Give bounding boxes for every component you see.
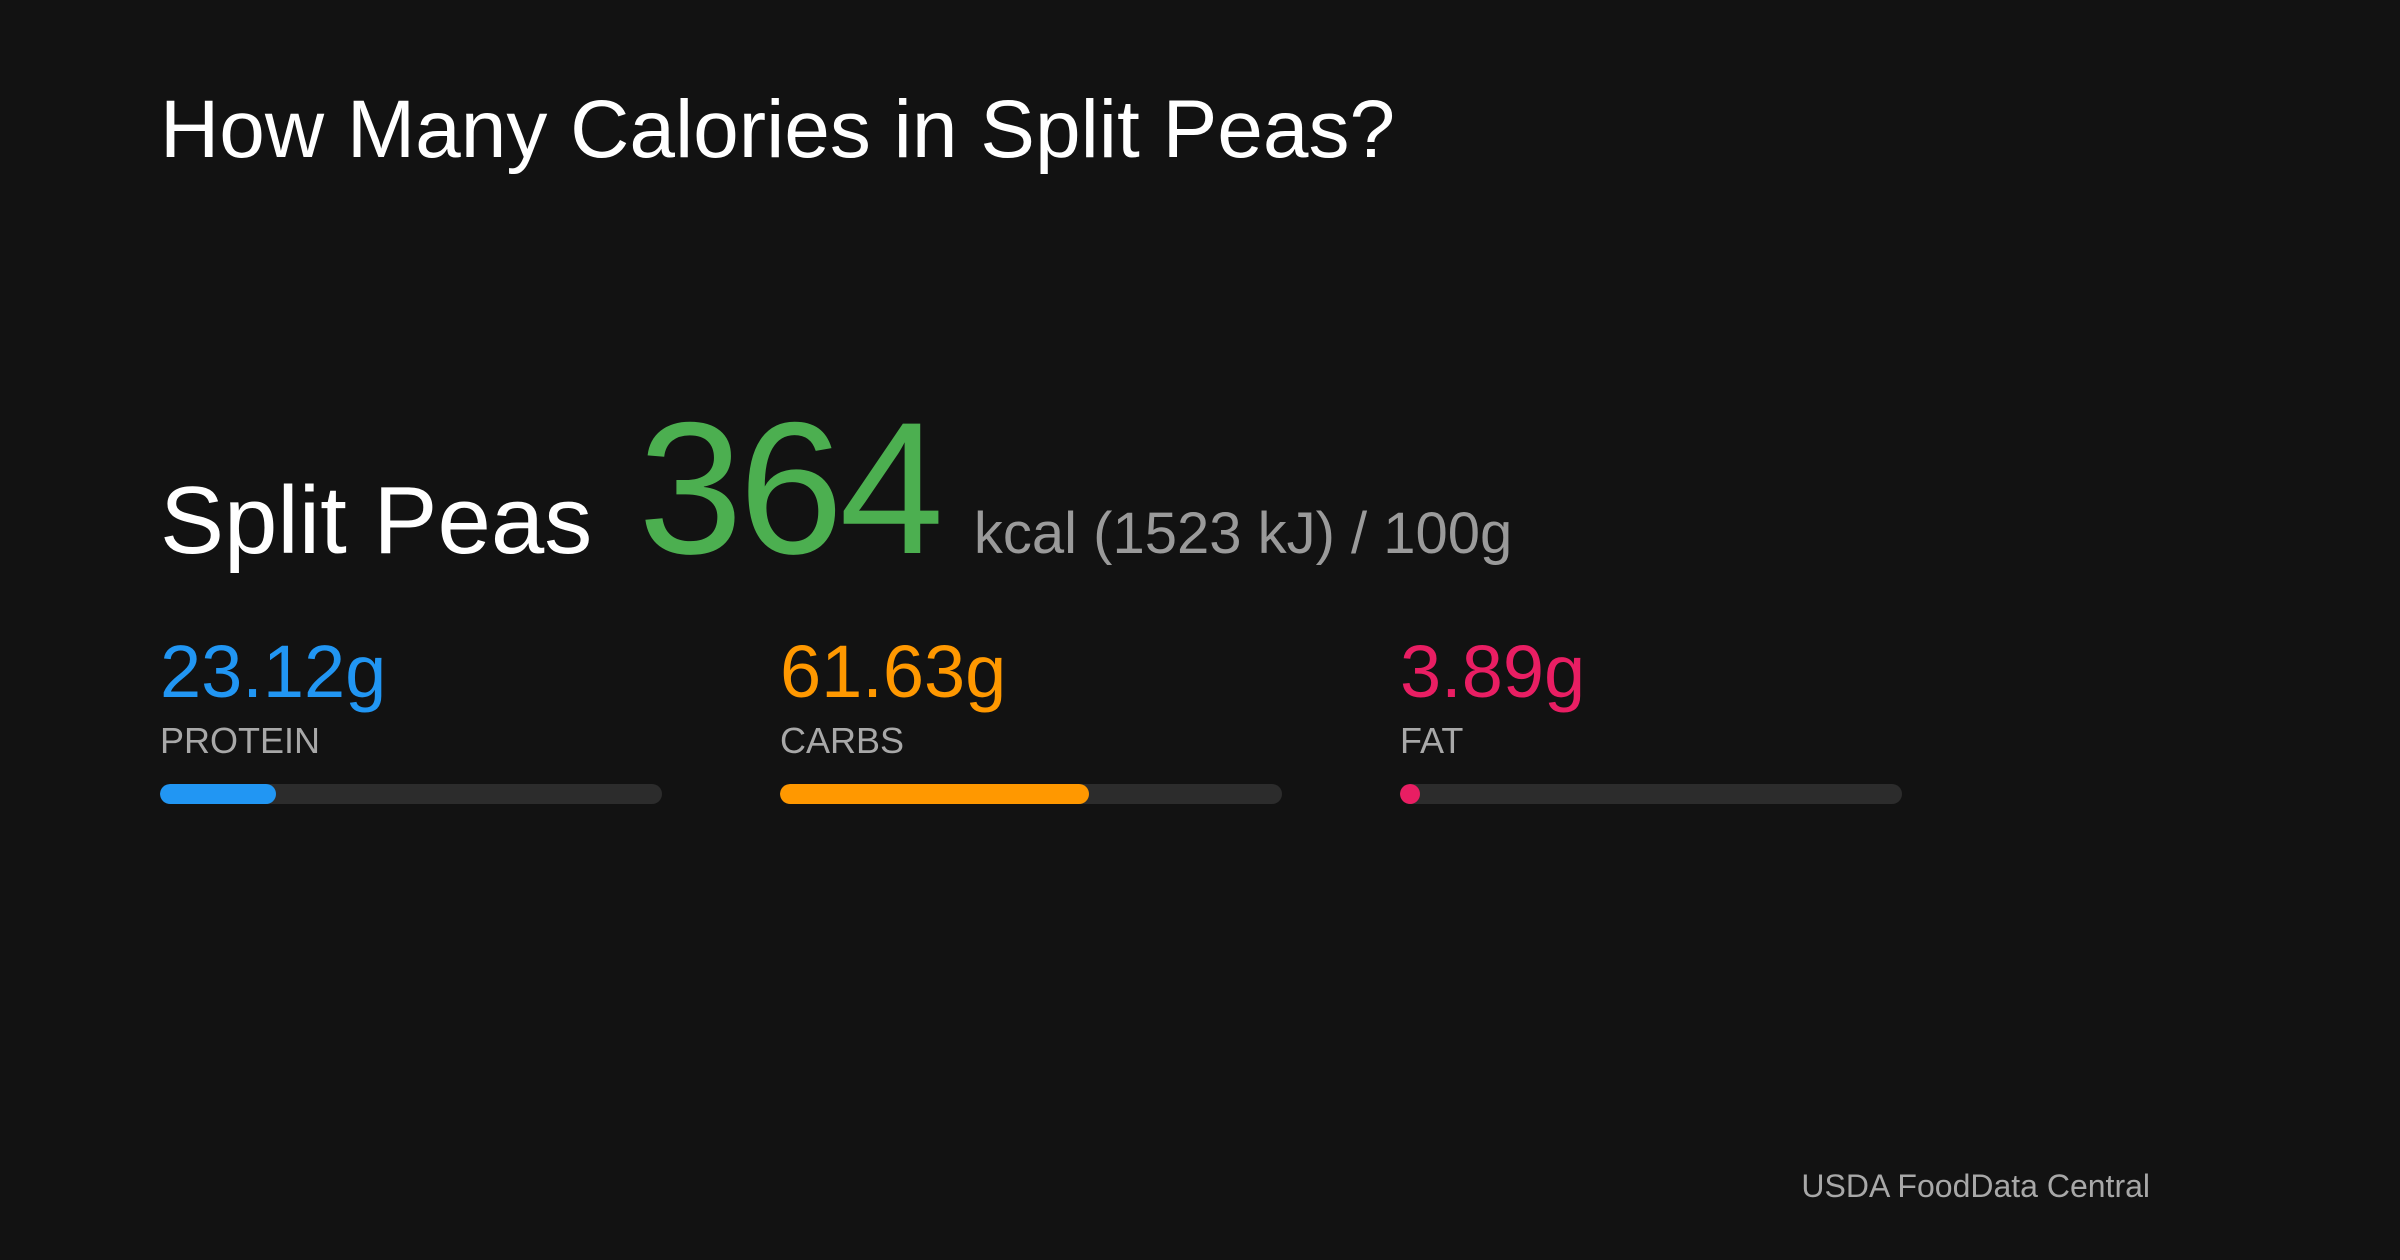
- macro-bar-fill: [1400, 784, 1420, 804]
- page-title: How Many Calories in Split Peas?: [160, 84, 1396, 175]
- macro-list: 23.12g PROTEIN 61.63g CARBS 3.89g FAT: [160, 630, 1902, 804]
- calorie-value: 364: [638, 383, 944, 593]
- macro-label: CARBS: [780, 720, 905, 761]
- macro-bar: [1400, 784, 1902, 804]
- calorie-unit: kcal (1523 kJ) / 100g: [973, 501, 1513, 566]
- macro-carbs: 61.63g CARBS: [780, 630, 1282, 804]
- macro-protein: 23.12g PROTEIN: [160, 630, 662, 804]
- macro-bar: [780, 784, 1282, 804]
- macro-label: FAT: [1400, 720, 1464, 761]
- macro-value: 61.63g: [780, 630, 1007, 713]
- macro-value: 3.89g: [1400, 630, 1586, 713]
- macro-bar-fill: [160, 784, 277, 804]
- macro-value: 23.12g: [160, 630, 387, 713]
- macro-bar: [160, 784, 662, 804]
- macro-label: PROTEIN: [160, 720, 321, 761]
- food-name: Split Peas: [160, 467, 593, 574]
- macro-fat: 3.89g FAT: [1400, 630, 1902, 804]
- calorie-summary: Split Peas 364 kcal (1523 kJ) / 100g: [160, 380, 1512, 593]
- macro-bar-fill: [780, 784, 1090, 804]
- data-source: USDA FoodData Central: [1801, 1168, 2150, 1204]
